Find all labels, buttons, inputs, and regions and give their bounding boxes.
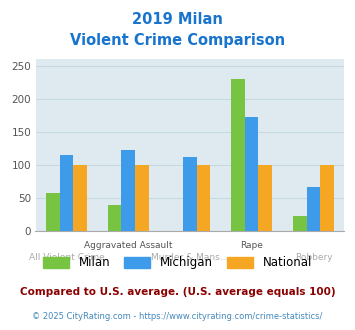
Bar bbox=[197, 165, 210, 231]
Bar bbox=[46, 193, 60, 231]
Text: Violent Crime Comparison: Violent Crime Comparison bbox=[70, 33, 285, 48]
Text: © 2025 CityRating.com - https://www.cityrating.com/crime-statistics/: © 2025 CityRating.com - https://www.city… bbox=[32, 312, 323, 321]
Bar bbox=[121, 150, 135, 231]
Bar bbox=[183, 157, 197, 231]
Text: Robbery: Robbery bbox=[295, 253, 332, 262]
Bar bbox=[60, 155, 73, 231]
Text: Rape: Rape bbox=[240, 241, 263, 250]
Text: All Violent Crime: All Violent Crime bbox=[28, 253, 104, 262]
Bar bbox=[293, 216, 307, 231]
Legend: Milan, Michigan, National: Milan, Michigan, National bbox=[38, 252, 317, 274]
Bar bbox=[307, 187, 320, 231]
Text: Murder & Mans...: Murder & Mans... bbox=[151, 253, 229, 262]
Text: Compared to U.S. average. (U.S. average equals 100): Compared to U.S. average. (U.S. average … bbox=[20, 287, 335, 297]
Text: Aggravated Assault: Aggravated Assault bbox=[84, 241, 173, 250]
Bar bbox=[231, 79, 245, 231]
Bar bbox=[135, 165, 148, 231]
Bar bbox=[320, 165, 334, 231]
Bar bbox=[245, 117, 258, 231]
Bar bbox=[73, 165, 87, 231]
Text: 2019 Milan: 2019 Milan bbox=[132, 12, 223, 26]
Bar bbox=[258, 165, 272, 231]
Bar bbox=[108, 205, 121, 231]
